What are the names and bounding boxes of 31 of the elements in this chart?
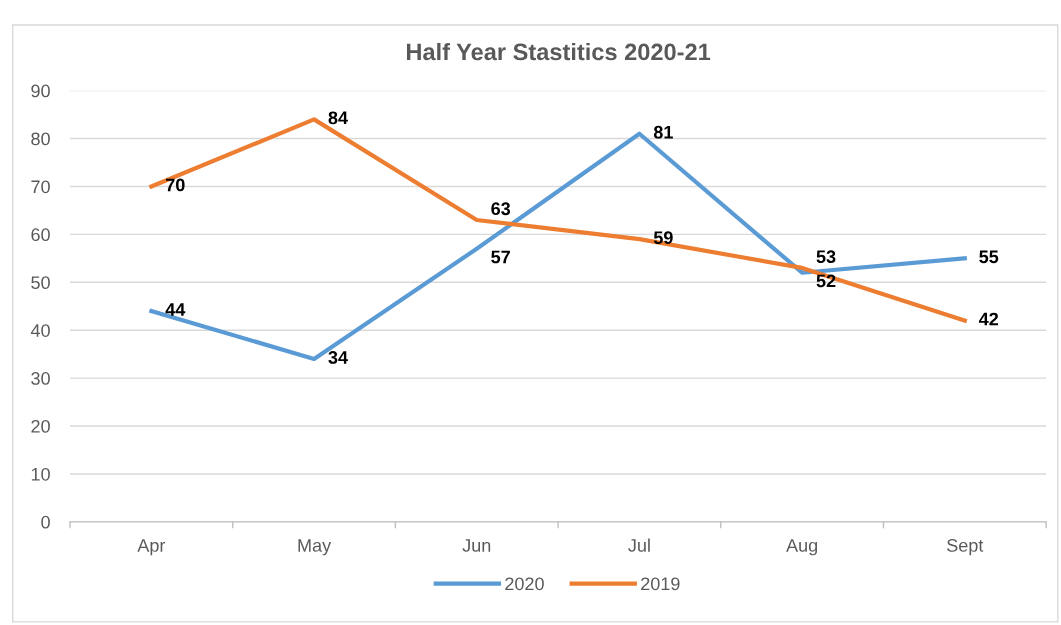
chart-title: Half Year Stastitics 2020-21 [406,42,711,61]
y-tick-label: 40 [30,324,50,337]
y-tick-label: 50 [31,276,50,290]
data-label: 70 [166,178,185,192]
x-tick-label: Apr [137,539,166,556]
y-tick-label: 90 [31,84,50,98]
data-label: 81 [653,125,673,139]
data-label: 57 [491,250,510,264]
y-tick-label: 20 [31,419,50,433]
data-label: 52 [816,274,836,288]
data-label: 59 [653,231,673,245]
legend-label: 2019 [641,577,680,591]
y-tick-label: 10 [31,467,50,481]
data-label: 42 [978,312,999,326]
data-label: 34 [328,351,348,364]
data-label: 44 [165,303,186,316]
x-tick-label: May [298,539,332,556]
x-tick-label: Sept [947,539,984,556]
data-label: 55 [979,250,999,264]
data-label: 63 [491,202,511,216]
x-tick-label: Jul [628,538,650,552]
y-tick-label: 30 [31,372,50,385]
y-tick-label: 70 [31,180,50,194]
data-label: 84 [328,111,348,125]
data-label: 53 [816,250,836,264]
x-tick-label: Jun [462,539,491,552]
x-tick-label: Aug [786,539,818,556]
y-tick-label: 60 [31,228,50,242]
legend-label: 2020 [505,577,544,591]
y-tick-label: 80 [31,132,50,146]
y-tick-label: 0 [41,515,50,529]
